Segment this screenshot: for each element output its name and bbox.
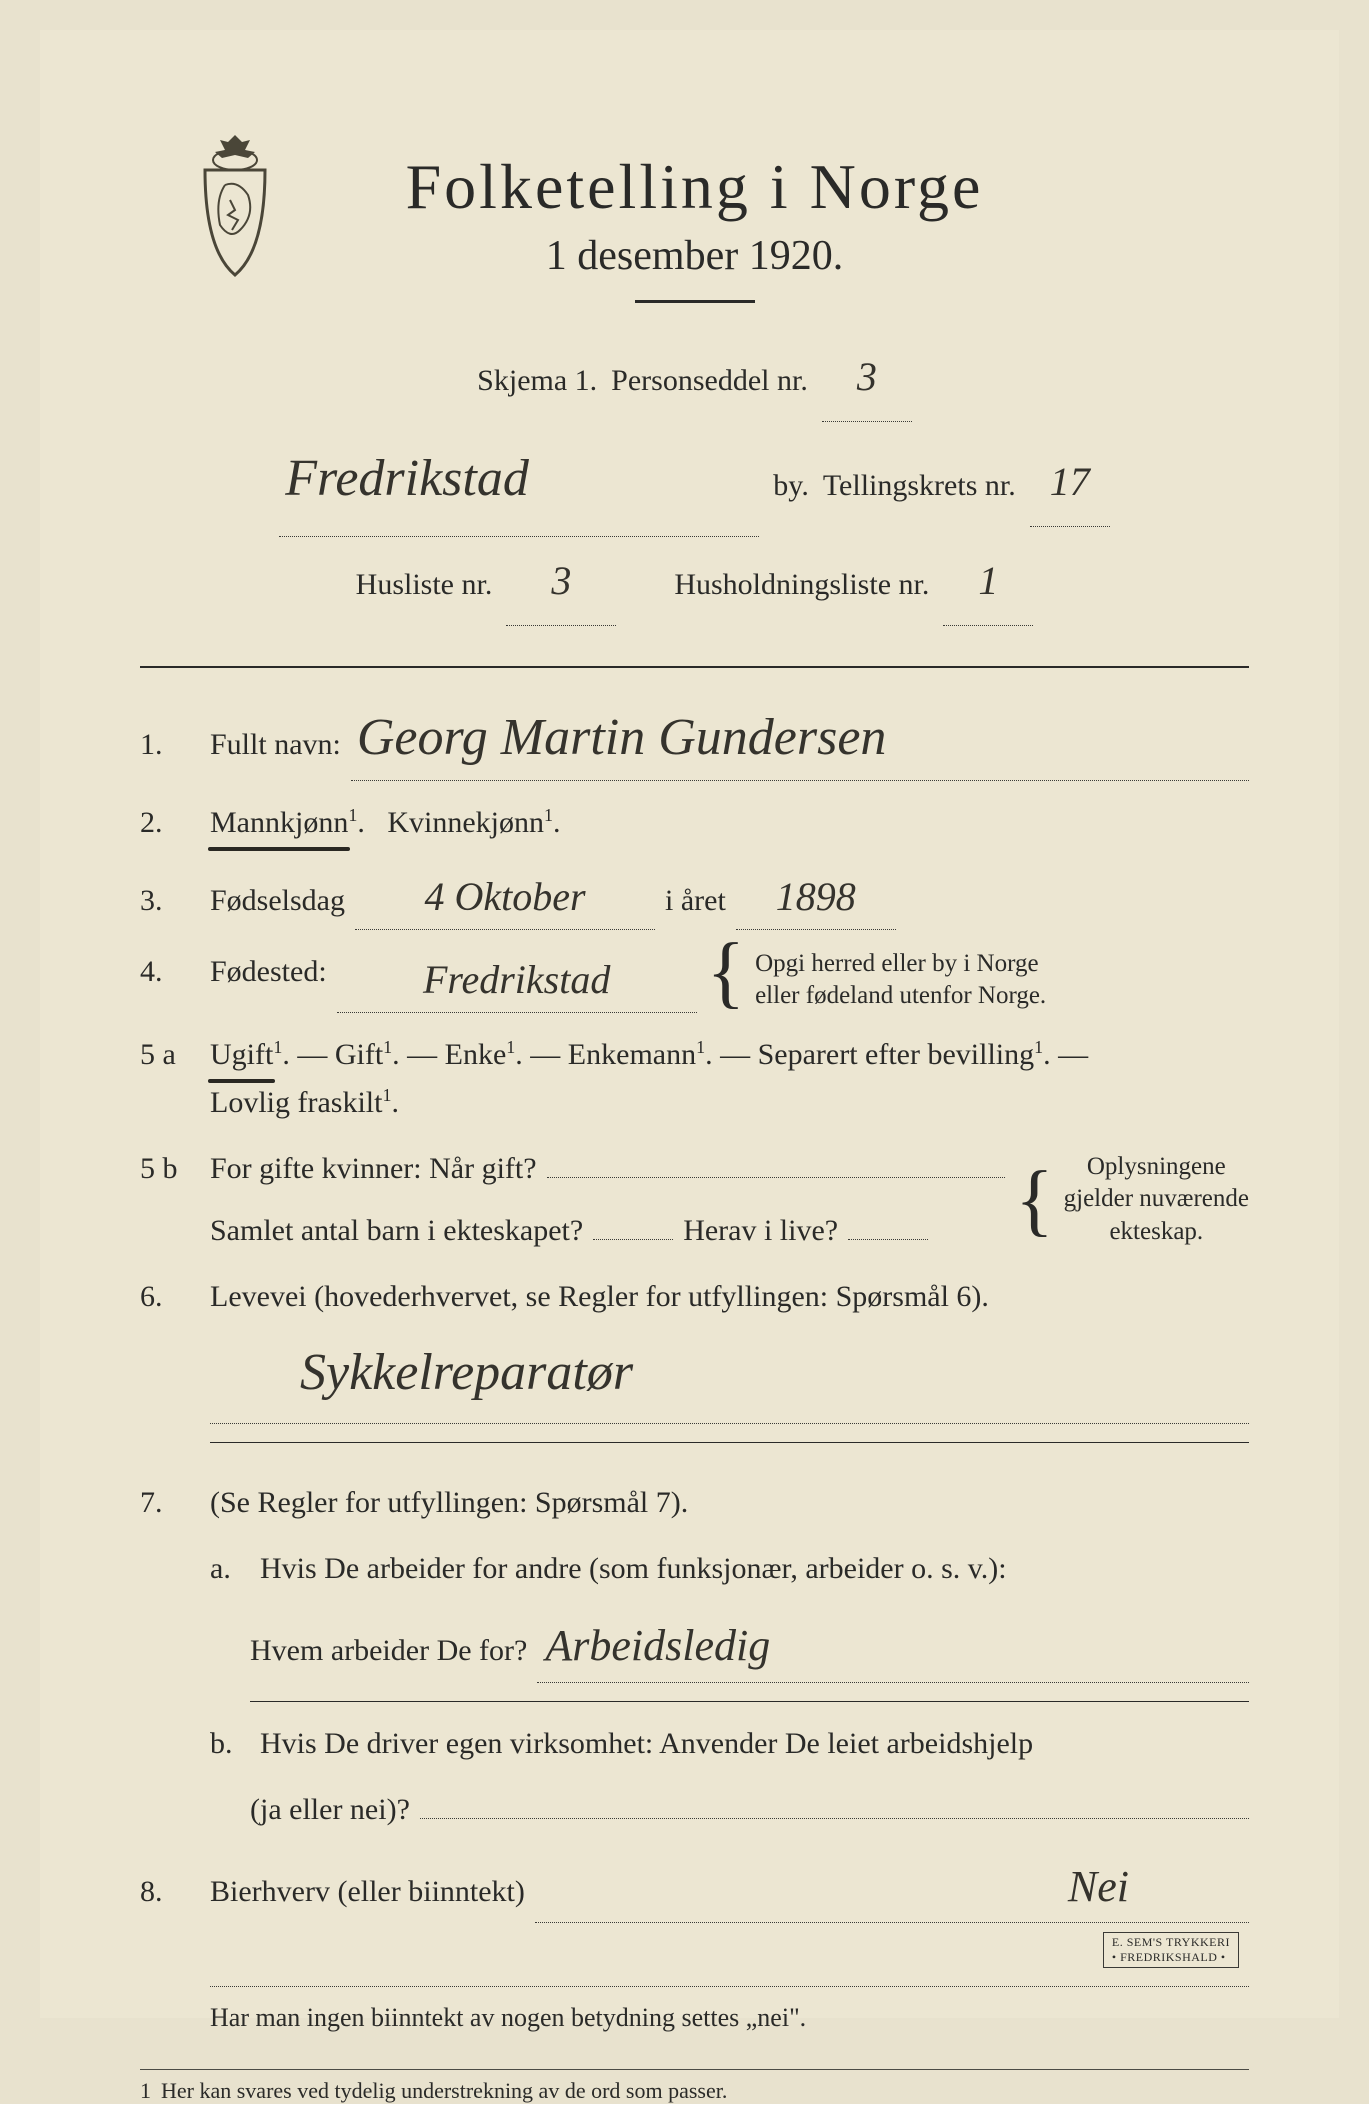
q7a-l2: Hvem arbeider De for? (250, 1627, 527, 1675)
skjema-label: Skjema 1. (477, 348, 597, 414)
form-header: Folketelling i Norge 1 desember 1920. Sk… (140, 150, 1249, 626)
q6-value: Sykkelreparatør (210, 1331, 1249, 1425)
q-num: 8. (140, 1868, 192, 1916)
q5a-gift: Gift (335, 1038, 383, 1071)
q3-year: 1898 (736, 865, 896, 930)
q7a-value: Arbeidsledig (537, 1611, 1249, 1682)
q8: 8. Bierhverv (eller biinntekt) Nei Har m… (140, 1852, 1249, 2039)
personseddel-nr: 3 (822, 333, 912, 422)
q5b-note: Oplysningene gjelder nuværende ekteskap. (1064, 1151, 1249, 1249)
brace-icon: { (1015, 1176, 1053, 1224)
q5b-l2a: Samlet antal barn i ekteskapet? (210, 1207, 583, 1255)
q5b-barn (593, 1239, 673, 1240)
tellingskrets-label: Tellingskrets nr. (823, 453, 1016, 519)
census-form-page: Folketelling i Norge 1 desember 1920. Sk… (40, 30, 1339, 2018)
q8-note: Har man ingen biinntekt av nogen betydni… (210, 1997, 1249, 2039)
q-num: 7. (140, 1479, 192, 1527)
q-num: 6. (140, 1273, 192, 1321)
q3-year-label: i året (665, 877, 726, 925)
personseddel-label: Personseddel nr. (611, 348, 808, 414)
meta-block: Skjema 1. Personseddel nr. 3 Fredrikstad… (140, 333, 1249, 626)
by-label: by. (773, 453, 809, 519)
q5a-fraskilt: Lovlig fraskilt (210, 1086, 382, 1119)
tellingskrets-nr: 17 (1030, 438, 1110, 527)
husholdningsliste-label: Husholdningsliste nr. (674, 552, 929, 618)
blank-line (210, 1933, 1249, 1987)
divider (140, 666, 1249, 668)
title-line-1: Folketelling i Norge (140, 150, 1249, 224)
q5a: 5 a Ugift1. — Gift1. — Enke1. — Enkemann… (140, 1031, 1249, 1127)
q-num: 1. (140, 721, 192, 769)
q5a-separert: Separert efter bevilling (758, 1038, 1035, 1071)
q6: 6. Levevei (hovederhvervet, se Regler fo… (140, 1273, 1249, 1462)
footnote: 1 Her kan svares ved tydelig understrekn… (140, 2069, 1249, 2104)
q-num: 5 b (140, 1145, 192, 1193)
brace-icon: { (707, 948, 745, 996)
q-num: 5 a (140, 1031, 192, 1079)
question-list: 1. Fullt navn: Georg Martin Gundersen 2.… (140, 696, 1249, 2038)
q-num: 2. (140, 799, 192, 847)
q2-kvinne: Kvinnekjønn (387, 806, 544, 839)
q7b-value (420, 1818, 1249, 1819)
title-line-2: 1 desember 1920. (140, 232, 1249, 280)
q7b-l2: (ja eller nei)? (250, 1786, 410, 1834)
q7a-num: a. (210, 1545, 250, 1593)
footnote-marker: 1 (140, 2078, 151, 2104)
q8-label: Bierhverv (eller biinntekt) (210, 1868, 525, 1916)
husholdningsliste-nr: 1 (943, 537, 1033, 626)
q5a-enkemann: Enkemann (568, 1038, 696, 1071)
husliste-label: Husliste nr. (356, 552, 493, 618)
title-rule (635, 300, 755, 303)
footnote-text: Her kan svares ved tydelig understreknin… (161, 2078, 727, 2104)
q1-value: Georg Martin Gundersen (351, 696, 1249, 780)
q3-label: Fødselsdag (210, 877, 345, 925)
q4-value: Fredrikstad (337, 948, 697, 1013)
coat-of-arms-icon (180, 130, 290, 280)
q6-label: Levevei (hovederhvervet, se Regler for u… (210, 1273, 1249, 1321)
q1: 1. Fullt navn: Georg Martin Gundersen (140, 696, 1249, 780)
printer-mark: E. SEM'S TRYKKERI • FREDRIKSHALD • (1103, 1932, 1239, 1968)
q3: 3. Fødselsdag 4 Oktober i året 1898 (140, 865, 1249, 930)
q-num: 3. (140, 877, 192, 925)
q5a-enke: Enke (445, 1038, 507, 1071)
q5b-gift-year (547, 1177, 1006, 1178)
divider (210, 1442, 1249, 1443)
q5b-ilive (848, 1239, 928, 1240)
by-value: Fredrikstad (279, 422, 759, 537)
q5b: 5 b For gifte kvinner: Når gift? Samlet … (140, 1145, 1249, 1255)
q2-mann: Mannkjønn (210, 799, 348, 847)
q8-value: Nei (535, 1852, 1249, 1923)
q4: 4. Fødested: Fredrikstad { Opgi herred e… (140, 948, 1249, 1013)
q-num: 4. (140, 948, 192, 996)
q7b-num: b. (210, 1720, 250, 1768)
q7a-l1: Hvis De arbeider for andre (som funksjon… (260, 1545, 1007, 1593)
q5a-ugift: Ugift (210, 1031, 273, 1079)
q7b-l1: Hvis De driver egen virksomhet: Anvender… (260, 1720, 1033, 1768)
q5b-l1: For gifte kvinner: Når gift? (210, 1145, 537, 1193)
q1-label: Fullt navn: (210, 721, 341, 769)
q3-day: 4 Oktober (355, 865, 655, 930)
q4-note: Opgi herred eller by i Norge eller fødel… (755, 948, 1046, 1013)
divider (250, 1701, 1249, 1702)
q4-label: Fødested: (210, 948, 327, 996)
q7-label: (Se Regler for utfyllingen: Spørsmål 7). (210, 1479, 1249, 1527)
q2: 2. Mannkjønn1. Kvinnekjønn1. (140, 799, 1249, 847)
q5b-l2b: Herav i live? (683, 1207, 838, 1255)
q7: 7. (Se Regler for utfyllingen: Spørsmål … (140, 1479, 1249, 1833)
husliste-nr: 3 (506, 537, 616, 626)
